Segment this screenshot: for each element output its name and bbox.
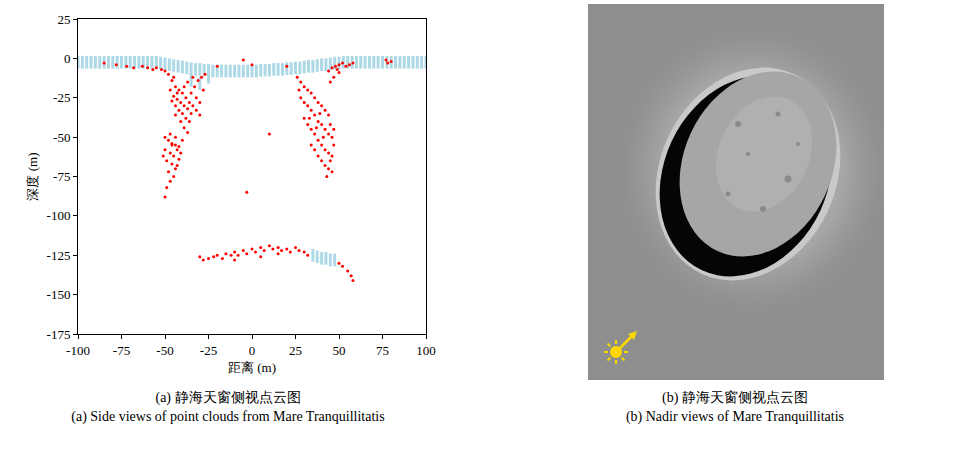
- svg-text:-150: -150: [47, 287, 71, 302]
- html-text:(a) Side views of point clouds: (a) Side views of point clouds from Mare…: [71, 409, 385, 424]
- svg-text:-75: -75: [113, 343, 130, 358]
- svg-text:25: 25: [289, 343, 302, 358]
- svg-text:深度 (m): 深度 (m): [25, 152, 40, 200]
- svg-text:-100: -100: [47, 208, 71, 223]
- svg-text:距离 (m): 距离 (m): [228, 360, 276, 375]
- svg-text:-50: -50: [53, 130, 70, 145]
- svg-text:100: 100: [416, 343, 436, 358]
- svg-text:-25: -25: [53, 90, 70, 105]
- svg-text:-100: -100: [66, 343, 90, 358]
- svg-text:-25: -25: [200, 343, 217, 358]
- html-text:(b) Nadir views of Mare Tranqu: (b) Nadir views of Mare Tranquillitatis: [625, 409, 845, 424]
- svg-text:-175: -175: [47, 327, 71, 342]
- svg-text:-125: -125: [47, 248, 71, 263]
- svg-text:-50: -50: [156, 343, 173, 358]
- svg-text:0: 0: [64, 51, 71, 66]
- svg-text:75: 75: [376, 343, 389, 358]
- svg-text:-75: -75: [53, 169, 70, 184]
- svg-text:25: 25: [57, 12, 70, 27]
- svg-text:50: 50: [333, 343, 346, 358]
- html-text:(a) 静海天窗侧视点云图: (a) 静海天窗侧视点云图: [155, 390, 301, 405]
- html-text:(b) 静海天窗侧视点云图: (b) 静海天窗侧视点云图: [662, 390, 808, 405]
- svg-text:0: 0: [249, 343, 256, 358]
